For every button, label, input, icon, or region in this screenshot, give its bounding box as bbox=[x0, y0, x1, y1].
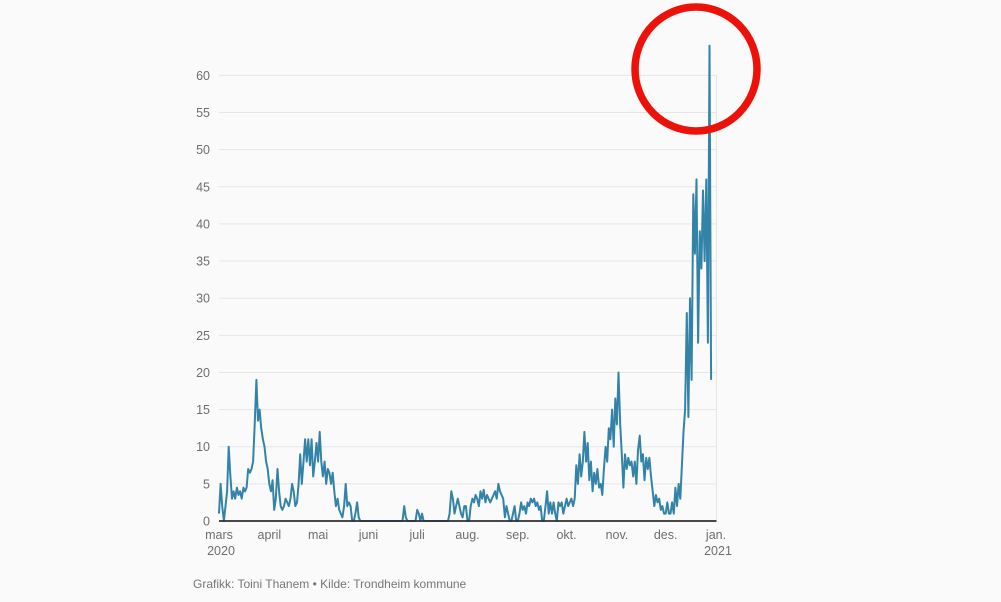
y-axis-tick-label: 55 bbox=[196, 106, 210, 120]
y-axis-tick-label: 30 bbox=[196, 292, 210, 306]
x-axis-tick-label: juli bbox=[409, 528, 425, 542]
y-axis-tick-label: 5 bbox=[203, 477, 210, 491]
y-axis-tick-label: 40 bbox=[196, 217, 210, 231]
x-axis-tick-label: sep. bbox=[506, 528, 530, 542]
y-axis-tick-label: 0 bbox=[203, 515, 210, 529]
x-axis-tick-label: jan. bbox=[705, 528, 726, 542]
y-axis-tick-label: 10 bbox=[196, 440, 210, 454]
x-axis-tick-label: okt. bbox=[556, 528, 576, 542]
x-axis-tick-label: nov. bbox=[606, 528, 629, 542]
series-line bbox=[218, 44, 713, 522]
y-axis-tick-label: 25 bbox=[196, 329, 210, 343]
y-axis-tick-label: 20 bbox=[196, 366, 210, 380]
y-axis-tick-label: 35 bbox=[196, 255, 210, 269]
x-axis-tick-label: juni bbox=[358, 528, 378, 542]
y-axis-tick-label: 60 bbox=[196, 69, 210, 83]
x-axis-year-label: 2021 bbox=[704, 544, 732, 558]
annotation-circle bbox=[631, 3, 761, 135]
x-axis-tick-label: mars bbox=[205, 528, 233, 542]
x-axis-tick-label: april bbox=[258, 528, 282, 542]
y-axis-tick-label: 45 bbox=[196, 180, 210, 194]
x-axis-tick-label: aug. bbox=[455, 528, 479, 542]
chart-credit: Grafikk: Toini Thanem • Kilde: Trondheim… bbox=[193, 577, 467, 591]
x-axis-year-label: 2020 bbox=[207, 544, 235, 558]
x-axis-tick-label: mai bbox=[308, 528, 328, 542]
y-axis-tick-label: 50 bbox=[196, 143, 210, 157]
y-axis-tick-label: 15 bbox=[196, 403, 210, 417]
x-axis-tick-label: des. bbox=[654, 528, 678, 542]
